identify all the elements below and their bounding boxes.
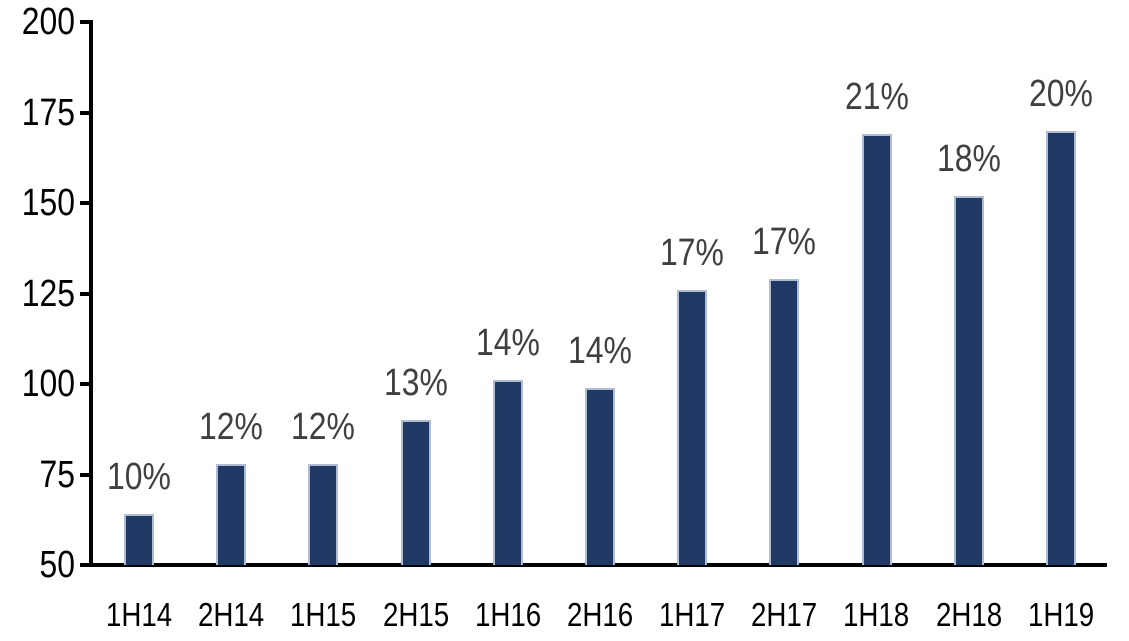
bar-value-label: 14%	[475, 322, 540, 365]
x-tick-label-1H17: 1H17	[659, 596, 726, 633]
bar-slot: 12%	[277, 22, 369, 565]
y-tick	[80, 20, 89, 24]
bar-slot: 17%	[646, 22, 738, 565]
bar-1H15	[308, 463, 339, 565]
y-tick-label: 150	[21, 182, 75, 224]
bar-slot: 14%	[462, 22, 554, 565]
x-tick-label-2H15: 2H15	[382, 596, 449, 633]
bar-slot: 21%	[830, 22, 922, 565]
x-tick-label-1H18: 1H18	[843, 596, 910, 633]
plot-area: 10% 12% 12% 13% 14% 14% 17% 17% 21% 18% 20%	[93, 22, 1107, 565]
y-axis-line	[89, 20, 93, 567]
bar-value-label: 13%	[383, 362, 448, 405]
bar-value-label: 12%	[199, 405, 264, 448]
bar-1H14	[124, 514, 155, 565]
y-tick	[80, 472, 89, 477]
y-tick-label: 50	[39, 544, 75, 586]
bar-slot: 12%	[185, 22, 277, 565]
bar-value-label: 20%	[1028, 72, 1093, 115]
bar-slot: 10%	[93, 22, 185, 565]
x-tick-label-1H15: 1H15	[290, 596, 357, 633]
bar-slot: 13%	[370, 22, 462, 565]
bar-value-label: 12%	[291, 405, 356, 448]
bar-1H16	[492, 380, 523, 565]
bar-2H18	[953, 195, 984, 565]
bar-value-label: 18%	[936, 137, 1001, 180]
y-tick-label: 75	[39, 453, 75, 496]
bar-value-label: 17%	[660, 231, 725, 274]
y-tick	[80, 382, 89, 386]
x-tick-label-1H14: 1H14	[105, 596, 173, 633]
x-tick-label-2H18: 2H18	[935, 596, 1002, 633]
bar-2H15	[400, 420, 431, 565]
x-tick-label-1H16: 1H16	[474, 596, 541, 633]
x-axis-line	[89, 563, 1107, 567]
bar-slot: 20%	[1015, 22, 1107, 565]
y-tick	[80, 563, 89, 567]
y-tick-label: 200	[21, 1, 75, 43]
y-tick	[80, 291, 89, 296]
bar-slot: 18%	[923, 22, 1015, 565]
bar-1H17	[677, 289, 708, 565]
y-tick-label: 100	[21, 363, 75, 405]
bar-1H19	[1045, 130, 1076, 565]
bar-2H17	[769, 279, 800, 565]
x-tick-label-1H19: 1H19	[1027, 596, 1095, 633]
bar-2H14	[216, 463, 247, 565]
bar-slot: 17%	[738, 22, 830, 565]
bar-2H16	[584, 387, 615, 565]
x-tick-label-2H17: 2H17	[751, 596, 818, 633]
y-tick-label: 175	[21, 91, 75, 134]
x-tick-label-2H14: 2H14	[198, 596, 265, 633]
y-tick-label: 125	[21, 272, 75, 315]
bar-1H18	[861, 134, 892, 565]
bar-value-label: 14%	[568, 329, 632, 372]
bar-slot: 14%	[554, 22, 646, 565]
bar-value-label: 21%	[844, 76, 909, 119]
y-tick	[80, 201, 89, 205]
bar-value-label: 10%	[107, 456, 172, 499]
y-tick	[80, 110, 89, 115]
x-axis-labels: 1H14 2H14 1H15 2H15 1H16 2H16 1H17 2H17 1H18 2H18…	[93, 598, 1107, 638]
x-tick-label-2H16: 2H16	[566, 596, 634, 633]
bar-value-label: 17%	[752, 221, 817, 264]
